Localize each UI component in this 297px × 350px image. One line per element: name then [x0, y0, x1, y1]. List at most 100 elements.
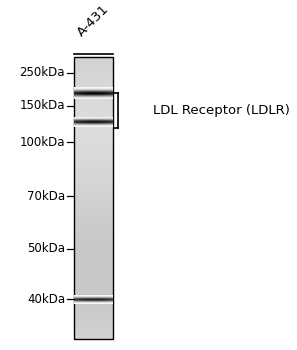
- Bar: [74, 82, 113, 84]
- Bar: [74, 177, 113, 178]
- Bar: [74, 126, 113, 127]
- Bar: [74, 134, 113, 136]
- Bar: [74, 202, 113, 204]
- Bar: [74, 197, 113, 198]
- Bar: [74, 259, 113, 260]
- Text: 100kDa: 100kDa: [20, 136, 65, 149]
- Bar: [74, 302, 113, 304]
- Bar: [74, 268, 113, 270]
- Bar: [74, 180, 113, 181]
- Bar: [74, 318, 113, 319]
- Bar: [74, 198, 113, 200]
- Text: A-431: A-431: [75, 2, 112, 39]
- Bar: [74, 336, 113, 338]
- Bar: [74, 170, 113, 171]
- Bar: [74, 216, 113, 218]
- Bar: [74, 192, 113, 194]
- Bar: [74, 107, 113, 109]
- Bar: [74, 185, 113, 187]
- Bar: [74, 290, 113, 291]
- Bar: [74, 263, 113, 264]
- Bar: [74, 182, 113, 184]
- Bar: [74, 294, 113, 295]
- Bar: [74, 102, 113, 103]
- Bar: [74, 328, 113, 329]
- Bar: [74, 225, 113, 226]
- Bar: [74, 253, 113, 254]
- Bar: [74, 173, 113, 174]
- Bar: [74, 168, 113, 170]
- Bar: [74, 60, 113, 61]
- Bar: [74, 72, 113, 74]
- Bar: [74, 312, 113, 314]
- Bar: [74, 273, 113, 274]
- Bar: [74, 301, 113, 302]
- Bar: [74, 119, 113, 120]
- Bar: [74, 314, 113, 315]
- Bar: [74, 220, 113, 222]
- Bar: [74, 311, 113, 312]
- Bar: [74, 163, 113, 164]
- Bar: [74, 267, 113, 268]
- Bar: [74, 305, 113, 307]
- Bar: [74, 226, 113, 228]
- Bar: [74, 130, 113, 132]
- Bar: [74, 141, 113, 143]
- Bar: [74, 284, 113, 286]
- Bar: [74, 229, 113, 230]
- Bar: [74, 140, 113, 141]
- Bar: [74, 103, 113, 105]
- Bar: [74, 57, 113, 339]
- Bar: [74, 323, 113, 325]
- Bar: [74, 125, 113, 126]
- Bar: [74, 96, 113, 98]
- Bar: [74, 331, 113, 332]
- Bar: [74, 61, 113, 62]
- Bar: [74, 201, 113, 202]
- Bar: [74, 160, 113, 161]
- Bar: [74, 71, 113, 72]
- Bar: [74, 236, 113, 237]
- Bar: [74, 246, 113, 247]
- Bar: [74, 335, 113, 336]
- Bar: [74, 300, 113, 301]
- Bar: [74, 113, 113, 115]
- Bar: [74, 148, 113, 150]
- Bar: [74, 308, 113, 309]
- Bar: [74, 175, 113, 177]
- Bar: [74, 133, 113, 134]
- Bar: [74, 122, 113, 123]
- Bar: [74, 295, 113, 297]
- Bar: [74, 174, 113, 175]
- Bar: [74, 232, 113, 233]
- Bar: [74, 106, 113, 107]
- Bar: [74, 321, 113, 322]
- Bar: [74, 334, 113, 335]
- Bar: [74, 247, 113, 249]
- Bar: [74, 307, 113, 308]
- Bar: [74, 109, 113, 111]
- Bar: [74, 178, 113, 180]
- Bar: [74, 129, 113, 130]
- Bar: [74, 240, 113, 242]
- Bar: [74, 286, 113, 287]
- Bar: [74, 136, 113, 137]
- Bar: [74, 62, 113, 64]
- Bar: [74, 156, 113, 157]
- Bar: [74, 212, 113, 214]
- Bar: [74, 127, 113, 129]
- Bar: [74, 105, 113, 106]
- Bar: [74, 188, 113, 189]
- Bar: [74, 99, 113, 100]
- Bar: [74, 166, 113, 167]
- Text: 250kDa: 250kDa: [20, 66, 65, 79]
- Bar: [74, 70, 113, 71]
- Bar: [74, 291, 113, 293]
- Bar: [74, 304, 113, 305]
- Bar: [74, 309, 113, 311]
- Bar: [74, 338, 113, 339]
- Bar: [74, 68, 113, 70]
- Text: 150kDa: 150kDa: [20, 99, 65, 112]
- Bar: [74, 281, 113, 283]
- Bar: [74, 329, 113, 331]
